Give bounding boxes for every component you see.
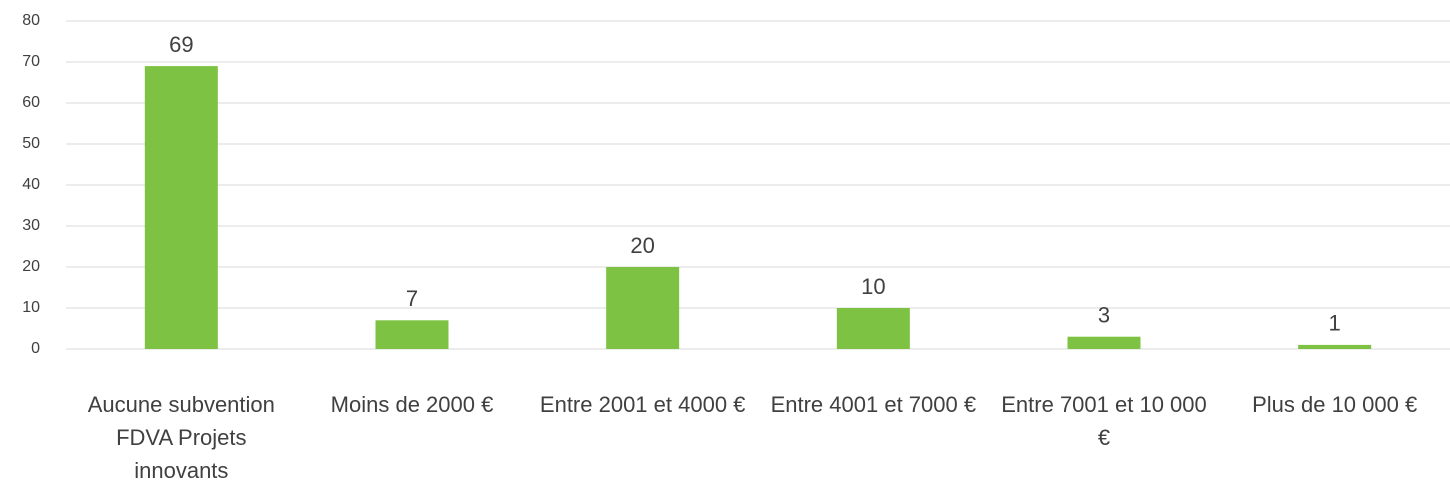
bar [1298,344,1372,349]
bar [606,267,680,349]
bar [836,308,910,349]
bar [1067,336,1141,349]
bar [375,320,449,349]
bar [144,66,218,349]
y-tick-label: 30 [22,217,40,234]
y-tick-label: 50 [22,135,40,152]
value-label: 69 [169,32,193,57]
value-label: 3 [1098,303,1110,328]
y-tick-label: 70 [22,53,40,70]
x-tick-label: Entre 4001 et 7000 € [770,392,977,417]
y-tick-label: 60 [22,94,40,111]
value-label: 7 [406,286,418,311]
y-tick-label: 10 [22,299,40,316]
y-tick-label: 0 [31,340,40,357]
x-tick-label: Entre 7001 et 10 000 € [1001,392,1207,450]
x-tick-label: Plus de 10 000 € [1252,392,1418,417]
x-tick-label: Aucune subvention FDVA Projets innovants [87,392,275,483]
y-tick-label: 80 [22,12,40,29]
value-label: 10 [861,274,885,299]
y-tick-label: 40 [22,176,40,193]
value-label: 1 [1329,311,1341,336]
y-tick-label: 20 [22,258,40,275]
x-tick-label: Entre 2001 et 4000 € [539,392,746,417]
value-label: 20 [630,233,654,258]
x-tick-label: Moins de 2000 € [330,392,494,417]
